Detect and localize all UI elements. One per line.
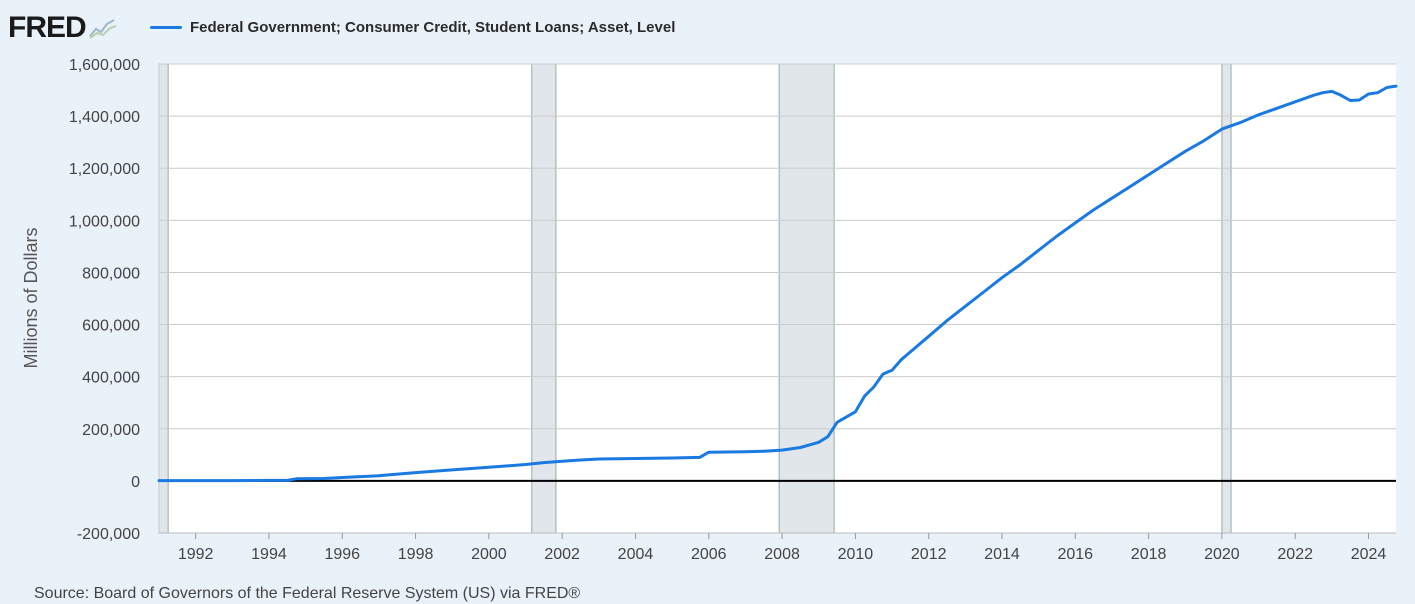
x-tick-label: 1994 xyxy=(251,546,287,563)
fred-graph-icon xyxy=(88,19,116,39)
recession-band xyxy=(778,63,835,534)
x-tick-label: 2020 xyxy=(1204,546,1240,563)
recession-band xyxy=(158,63,169,534)
x-tick-label: 2000 xyxy=(471,546,507,563)
y-tick-labels: -200,000 0 200,000 400,000 600,000 800,000 1,0… xyxy=(69,57,140,543)
y-axis-label: Millions of Dollars xyxy=(21,227,41,368)
y-tick-label: 400,000 xyxy=(82,370,140,387)
y-tick-label: 200,000 xyxy=(82,422,140,439)
x-tick-label: 2014 xyxy=(984,546,1020,563)
x-tick-label: 1996 xyxy=(324,546,360,563)
y-tick-label: 600,000 xyxy=(82,318,140,335)
source-note: Source: Board of Governors of the Federa… xyxy=(34,585,581,602)
x-tick-label: 2016 xyxy=(1057,546,1093,563)
x-tick-label: 2008 xyxy=(764,546,800,563)
fred-logo[interactable]: FRED xyxy=(8,11,87,44)
plot-area xyxy=(159,64,1396,533)
x-tick-labels: 1992 1994 1996 1998 2000 2002 2004 2006 2008 2010… xyxy=(178,533,1387,563)
series-line[interactable] xyxy=(157,84,1398,483)
fred-header: FRED xyxy=(8,10,118,46)
y-tick-label: 800,000 xyxy=(82,265,140,282)
y-tick-label: 0 xyxy=(131,474,140,491)
x-tick-label: 1992 xyxy=(178,546,214,563)
x-tick-label: 1998 xyxy=(398,546,434,563)
x-tick-label: 2024 xyxy=(1351,546,1387,563)
x-tick-label: 2006 xyxy=(691,546,727,563)
legend-swatch xyxy=(150,26,182,29)
x-tick-label: 2002 xyxy=(544,546,580,563)
chart-legend: Federal Government; Consumer Credit, Stu… xyxy=(150,19,675,36)
x-tick-label: 2004 xyxy=(618,546,654,563)
x-tick-label: 2022 xyxy=(1277,546,1313,563)
y-tick-label: -200,000 xyxy=(77,526,140,543)
series-lines xyxy=(157,84,1398,483)
y-tick-label: 1,400,000 xyxy=(69,109,140,126)
x-tick-label: 2012 xyxy=(911,546,947,563)
y-tick-label: 1,000,000 xyxy=(69,213,140,230)
recession-band xyxy=(1221,63,1232,534)
y-tick-label: 1,600,000 xyxy=(69,57,140,74)
x-tick-label: 2018 xyxy=(1131,546,1167,563)
x-tick-label: 2010 xyxy=(838,546,874,563)
legend-label: Federal Government; Consumer Credit, Stu… xyxy=(190,19,676,36)
y-tick-label: 1,200,000 xyxy=(69,161,140,178)
